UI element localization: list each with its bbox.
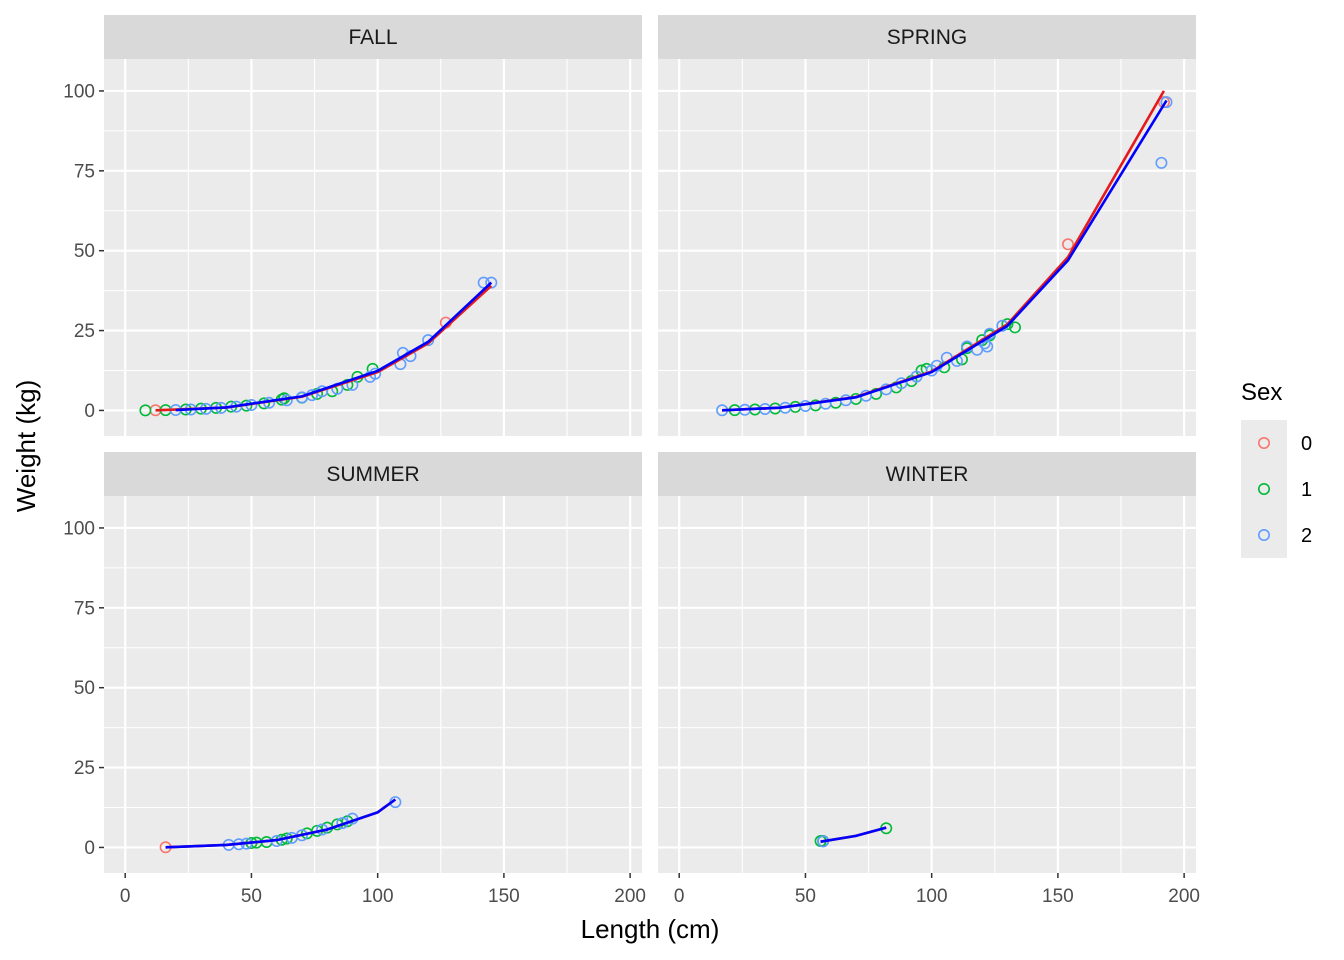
x-tick-label: 100: [362, 886, 394, 907]
x-tick-label: 200: [1168, 886, 1200, 907]
y-tick-label: 0: [84, 838, 95, 859]
panel-fall: FALL 0 25 50 75 100: [63, 15, 642, 436]
legend-key-sex-0: [1258, 436, 1271, 449]
x-tick-label: 200: [614, 886, 646, 907]
facet-label: SPRING: [887, 26, 968, 49]
x-tick-label: 150: [488, 886, 520, 907]
legend: Sex 0 1 2: [1241, 379, 1312, 558]
x-axis-title: Length (cm): [581, 914, 720, 944]
facet-label: FALL: [348, 26, 397, 49]
x-tick-label: 100: [916, 886, 948, 907]
legend-key-bg: [1241, 420, 1287, 466]
panel-background: [104, 59, 642, 436]
x-tick-label: 0: [674, 886, 685, 907]
x-tick-label: 0: [120, 886, 131, 907]
legend-key-sex-2: [1258, 528, 1271, 541]
y-tick-label: 100: [63, 518, 95, 539]
y-tick-label: 0: [84, 401, 95, 422]
facet-strip: [658, 15, 1196, 59]
panel-winter: WINTER 0 50 100 150 200: [658, 452, 1200, 907]
data-point-sex-2: [819, 397, 832, 410]
facet-strip: [658, 452, 1196, 496]
data-point-sex-2: [1155, 156, 1168, 169]
facet-strip: [104, 15, 642, 59]
data-point-sex-2: [981, 340, 994, 353]
legend-title: Sex: [1241, 379, 1282, 406]
panel-summer: SUMMER 0 25 50 75 100 0 50 100 150 200: [63, 452, 646, 907]
panel-background: [658, 59, 1196, 436]
y-tick-label: 25: [74, 321, 95, 342]
x-tick-label: 150: [1042, 886, 1074, 907]
data-point-sex-2: [1160, 96, 1173, 109]
fit-line-sex-2: [165, 798, 397, 849]
panel-background: [658, 496, 1196, 873]
data-point-sex-0: [1062, 238, 1075, 251]
y-tick-label: 50: [74, 241, 95, 262]
fit-line-sex-2: [722, 99, 1168, 412]
panel-background: [104, 496, 642, 873]
legend-label: 0: [1301, 433, 1312, 455]
legend-key-sex-1: [1258, 482, 1271, 495]
data-point-sex-1: [139, 404, 152, 417]
data-point-sex-1: [1008, 321, 1021, 334]
y-tick-label: 25: [74, 758, 95, 779]
data-point-sex-2: [485, 276, 498, 289]
facet-strip: [104, 452, 642, 496]
fit-line-sex-2: [175, 281, 493, 412]
facet-panels: FALL 0 25 50 75 100 SPRING SUMMER 0 25 50 75 100 0 50 1…: [63, 15, 1200, 907]
legend-key-bg: [1241, 512, 1287, 558]
panel-spring: SPRING: [658, 15, 1196, 436]
legend-label: 2: [1301, 525, 1312, 547]
data-point-sex-1: [1001, 318, 1014, 331]
data-point-sex-2: [477, 276, 490, 289]
facet-label: WINTER: [886, 463, 969, 486]
facet-label: SUMMER: [326, 463, 419, 486]
legend-label: 1: [1301, 479, 1312, 501]
y-tick-label: 75: [74, 161, 95, 182]
y-tick-label: 100: [63, 81, 95, 102]
y-axis-title: Weight (kg): [11, 380, 41, 512]
x-tick-label: 50: [241, 886, 262, 907]
fit-line-sex-2: [820, 826, 887, 843]
legend-key-bg: [1241, 466, 1287, 512]
legend-keys: 0 1 2: [1241, 420, 1312, 558]
y-tick-label: 75: [74, 598, 95, 619]
y-tick-label: 50: [74, 678, 95, 699]
x-tick-label: 50: [795, 886, 816, 907]
